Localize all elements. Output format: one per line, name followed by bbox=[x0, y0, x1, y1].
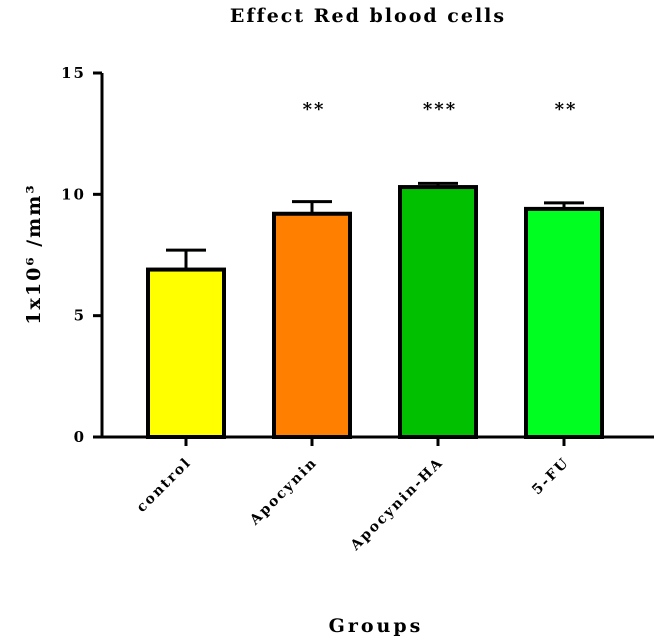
bars bbox=[146, 181, 604, 439]
x-axis-label: Groups bbox=[329, 615, 424, 637]
significance-marker: ** bbox=[303, 99, 326, 120]
x-tick-label: control bbox=[134, 455, 195, 516]
y-tick-label: 15 bbox=[61, 64, 86, 82]
bar-apocynin bbox=[272, 211, 352, 439]
y-tick-label: 10 bbox=[61, 185, 86, 203]
significance-marker: ** bbox=[555, 99, 578, 120]
bar-control bbox=[146, 267, 226, 439]
chart-title: Effect Red blood cells bbox=[230, 5, 506, 27]
x-tick-label: Apocynin-HA bbox=[347, 455, 447, 555]
significance-marker: *** bbox=[423, 99, 457, 120]
x-tick-label: 5-FU bbox=[529, 455, 573, 499]
y-tick-label: 0 bbox=[74, 428, 86, 446]
bar-apocynin-ha bbox=[398, 185, 478, 439]
x-tick-label: Apocynin bbox=[246, 455, 320, 529]
y-tick-label: 5 bbox=[74, 307, 86, 325]
bar-5-fu bbox=[524, 206, 604, 439]
y-axis-label: 1x10⁶ /mm³ bbox=[23, 183, 45, 324]
